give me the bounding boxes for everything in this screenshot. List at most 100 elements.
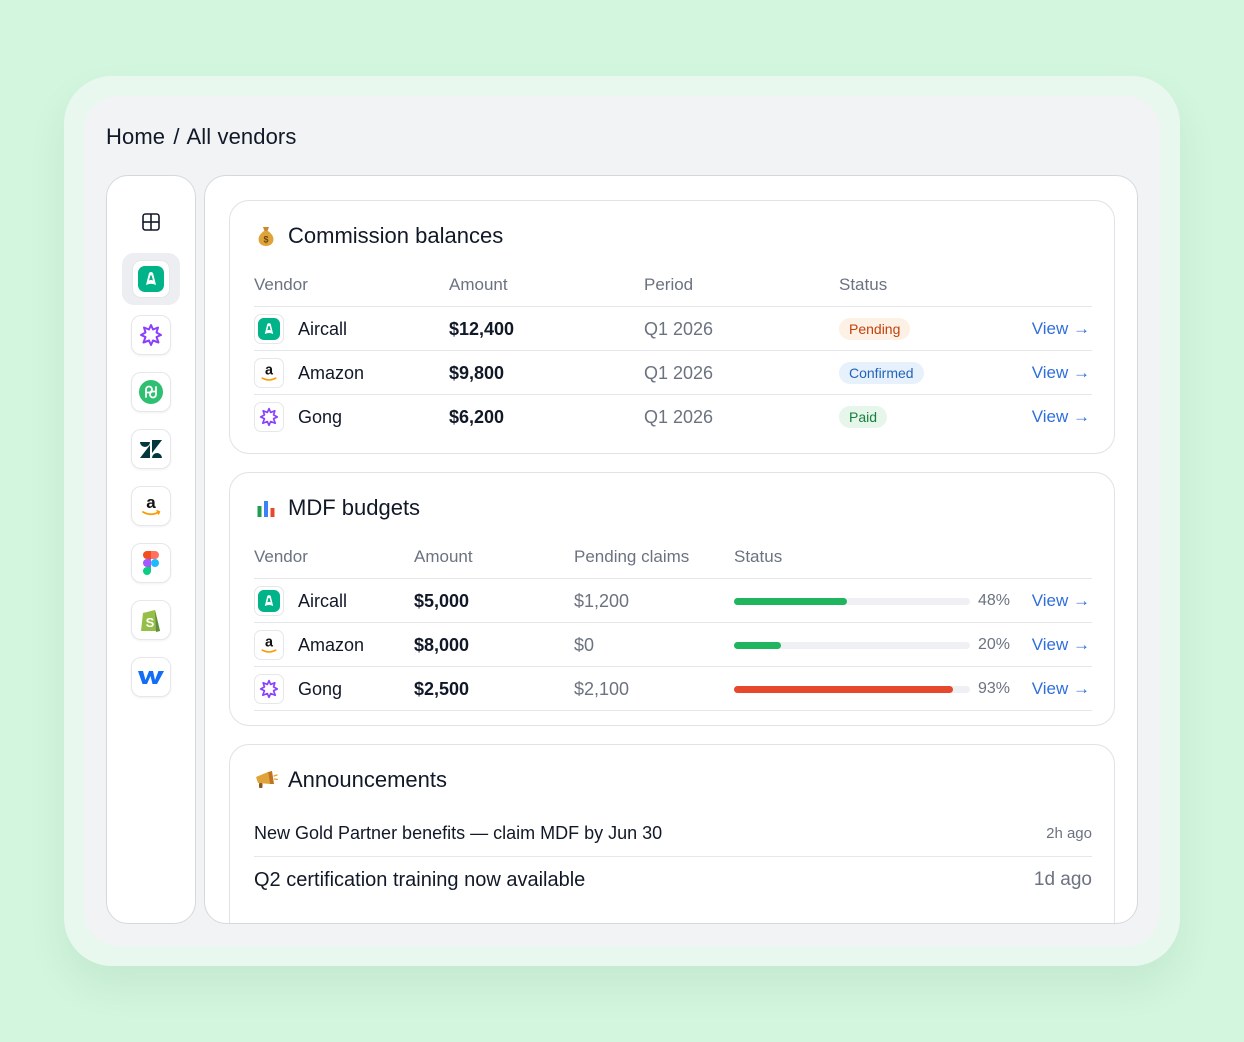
- mdf-budgets-card: MDF budgets Vendor Amount Pending claims…: [229, 472, 1115, 726]
- zendesk-logo-icon: [140, 440, 162, 458]
- figma-logo-icon: [143, 551, 159, 575]
- view-link[interactable]: View →: [1031, 679, 1090, 698]
- view-link[interactable]: View →: [1031, 407, 1090, 426]
- pandadoc-logo-icon: [139, 380, 163, 404]
- svg-text:a: a: [265, 635, 274, 651]
- sidebar-item-amazon[interactable]: a: [131, 486, 171, 526]
- vendor-name: Amazon: [298, 362, 365, 383]
- sidebar-item-figma[interactable]: [131, 543, 171, 583]
- pending-claims-value: $1,200: [574, 590, 630, 611]
- period-value: Q1 2026: [644, 362, 714, 383]
- breadcrumb-home[interactable]: Home: [106, 124, 166, 149]
- amazon-logo-icon: a: [142, 493, 161, 516]
- announcement-item[interactable]: Q2 certification training now available …: [254, 857, 1092, 903]
- col-amount: Amount: [414, 547, 473, 566]
- amount-value: $6,200: [449, 406, 505, 427]
- svg-text:a: a: [146, 493, 156, 512]
- aircall-logo-icon: [254, 314, 284, 344]
- sidebar-item-aircall[interactable]: [122, 253, 180, 305]
- table-row: a Amazon $9,800 Q1 2026 Confirmed View →: [254, 351, 1092, 395]
- vendor-name: Amazon: [298, 634, 365, 655]
- progress-fill: [734, 642, 782, 649]
- vendor-name: Aircall: [298, 590, 348, 611]
- period-value: Q1 2026: [644, 318, 714, 339]
- amount-value: $9,800: [449, 362, 505, 383]
- col-vendor: Vendor: [254, 547, 308, 566]
- col-amount: Amount: [449, 275, 508, 294]
- breadcrumb: Home / All vendors: [106, 124, 296, 150]
- col-status: Status: [734, 547, 783, 566]
- svg-text:S: S: [146, 615, 155, 630]
- view-link[interactable]: View →: [1031, 319, 1090, 338]
- status-badge: Pending: [839, 318, 911, 340]
- col-vendor: Vendor: [254, 275, 308, 294]
- view-link[interactable]: View →: [1031, 635, 1090, 654]
- table-row: Gong $6,200 Q1 2026 Paid View →: [254, 395, 1092, 439]
- money-bag-icon: $: [254, 224, 278, 248]
- announcement-item[interactable]: New Gold Partner benefits — claim MDF by…: [254, 811, 1092, 857]
- commission-table-header: Vendor Amount Period Status: [254, 263, 1092, 307]
- gong-logo-icon: [254, 402, 284, 432]
- shopify-logo-icon: S: [141, 610, 160, 632]
- amazon-logo-icon: a: [254, 358, 284, 388]
- breadcrumb-separator: /: [173, 124, 180, 149]
- vendor-name: Aircall: [298, 318, 348, 339]
- status-badge: Paid: [839, 406, 888, 428]
- progress-percent: 20%: [978, 636, 1011, 653]
- table-row: Gong $2,500 $2,100 93% View →: [254, 667, 1092, 711]
- amount-value: $8,000: [414, 634, 470, 655]
- webflow-logo-icon: [138, 671, 164, 684]
- amazon-logo-icon: a: [254, 630, 284, 660]
- col-status: Status: [839, 275, 888, 294]
- progress-fill: [734, 686, 954, 693]
- commission-balances-card: $ Commission balances Vendor Amount Peri…: [229, 200, 1115, 454]
- announcement-text: New Gold Partner benefits — claim MDF by…: [254, 823, 663, 843]
- announcements-card: Announcements New Gold Partner benefits …: [229, 744, 1115, 923]
- gong-logo-icon: [254, 674, 284, 704]
- breadcrumb-current: All vendors: [186, 124, 297, 149]
- vendor-name: Gong: [298, 406, 343, 427]
- bar-chart-icon: [254, 496, 278, 520]
- commission-title: $ Commission balances: [254, 223, 503, 249]
- mdf-table-header: Vendor Amount Pending claims Status: [254, 535, 1092, 579]
- sidebar-item-gong[interactable]: [131, 315, 171, 355]
- col-pending-claims: Pending claims: [574, 547, 690, 566]
- sidebar-item-zendesk[interactable]: [131, 429, 171, 469]
- view-link[interactable]: View →: [1031, 363, 1090, 382]
- dashboard-grid-icon[interactable]: [131, 202, 171, 242]
- aircall-logo-icon: [254, 586, 284, 616]
- commission-title-text: Commission balances: [288, 223, 504, 248]
- amount-value: $5,000: [414, 590, 470, 611]
- period-value: Q1 2026: [644, 406, 714, 427]
- sidebar-item-shopify[interactable]: S: [131, 600, 171, 640]
- progress-percent: 93%: [978, 680, 1011, 697]
- main-content: $ Commission balances Vendor Amount Peri…: [204, 175, 1138, 924]
- announcement-time: 2h ago: [1046, 825, 1092, 842]
- megaphone-icon: [254, 768, 278, 792]
- announcements-title-text: Announcements: [288, 767, 447, 792]
- view-link[interactable]: View →: [1031, 591, 1090, 610]
- aircall-logo-icon: [138, 266, 164, 292]
- progress-bar: [734, 642, 970, 649]
- pending-claims-value: $2,100: [574, 678, 630, 699]
- gong-logo-icon: [140, 324, 162, 346]
- svg-text:a: a: [265, 363, 274, 379]
- sidebar-item-webflow[interactable]: [131, 657, 171, 697]
- table-row: Aircall $12,400 Q1 2026 Pending View →: [254, 307, 1092, 351]
- pending-claims-value: $0: [574, 634, 595, 655]
- announcement-text: Q2 certification training now available: [254, 868, 586, 891]
- vendor-sidebar: a S: [106, 175, 196, 924]
- amount-value: $2,500: [414, 678, 470, 699]
- announcement-time: 1d ago: [1033, 869, 1092, 890]
- progress-bar: [734, 686, 970, 693]
- announcements-title: Announcements: [254, 767, 447, 793]
- progress-bar: [734, 598, 970, 605]
- sidebar-item-pandadoc[interactable]: [131, 372, 171, 412]
- table-row: a Amazon $8,000 $0 20% View →: [254, 623, 1092, 667]
- svg-text:$: $: [263, 235, 268, 245]
- col-period: Period: [644, 275, 694, 294]
- status-badge: Confirmed: [839, 362, 924, 384]
- progress-percent: 48%: [978, 592, 1011, 609]
- table-row: Aircall $5,000 $1,200 48% View →: [254, 579, 1092, 623]
- mdf-title: MDF budgets: [254, 495, 420, 521]
